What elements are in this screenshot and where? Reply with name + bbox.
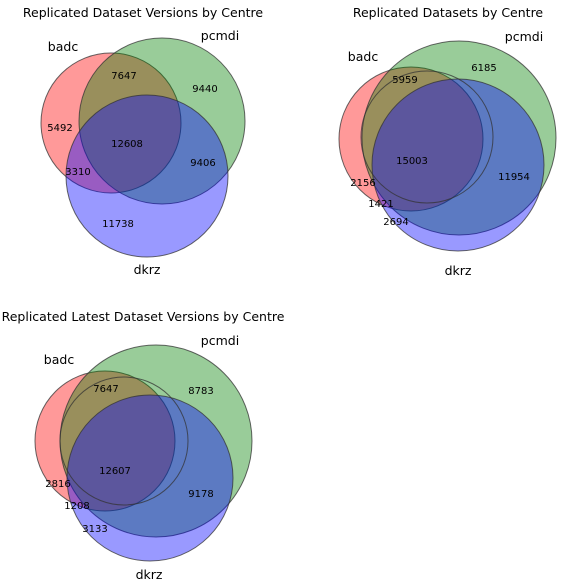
venn-panel-1: Replicated Dataset Versions by Centre ba… [23, 5, 264, 277]
region-badc-dkrz: 1421 [368, 199, 393, 210]
region-dkrz-only: 3133 [82, 524, 107, 535]
circle-outline-overlap [59, 376, 189, 506]
region-badc-only: 2156 [350, 178, 375, 189]
region-all-three: 15003 [396, 156, 428, 167]
set-label-dkrz: dkrz [445, 263, 472, 278]
circle-pcmdi [361, 40, 557, 236]
set-label-badc: badc [48, 39, 79, 54]
set-label-pcmdi: pcmdi [505, 29, 543, 44]
region-pcmdi-only: 8783 [188, 386, 213, 397]
circle-pcmdi [78, 37, 246, 205]
region-badc-pcmdi: 5959 [392, 75, 417, 86]
region-all-three: 12608 [111, 139, 143, 150]
panel-title: Replicated Datasets by Centre [353, 5, 544, 20]
set-label-dkrz: dkrz [136, 567, 163, 582]
venn-panel-2: Replicated Datasets by Centre badc pcmdi… [338, 5, 557, 278]
region-pcmdi-only: 9440 [192, 84, 217, 95]
venn-panel-3: Replicated Latest Dataset Versions by Ce… [2, 309, 285, 582]
circle-badc [40, 52, 182, 194]
circle-dkrz [65, 94, 229, 258]
circle-badc [338, 66, 484, 212]
set-label-badc: badc [44, 352, 75, 367]
region-pcmdi-dkrz: 9406 [190, 158, 215, 169]
region-badc-dkrz: 1208 [64, 501, 89, 512]
region-pcmdi-dkrz: 11954 [498, 172, 530, 183]
set-label-dkrz: dkrz [134, 262, 161, 277]
panel-title: Replicated Dataset Versions by Centre [23, 5, 264, 20]
region-badc-pcmdi: 7647 [93, 384, 118, 395]
region-badc-dkrz: 3310 [65, 167, 90, 178]
region-dkrz-only: 11738 [102, 219, 134, 230]
set-label-pcmdi: pcmdi [201, 333, 239, 348]
panel-title: Replicated Latest Dataset Versions by Ce… [2, 309, 285, 324]
region-badc-only: 5492 [47, 123, 72, 134]
circle-dkrz [66, 394, 234, 562]
region-badc-only: 2816 [45, 479, 70, 490]
region-badc-pcmdi: 7647 [111, 71, 136, 82]
set-label-pcmdi: pcmdi [201, 28, 239, 43]
region-pcmdi-only: 6185 [471, 63, 496, 74]
circle-outline-overlap [360, 70, 494, 204]
region-dkrz-only: 2694 [383, 217, 408, 228]
region-pcmdi-dkrz: 9178 [188, 489, 213, 500]
region-all-three: 12607 [99, 466, 131, 477]
set-label-badc: badc [348, 49, 379, 64]
